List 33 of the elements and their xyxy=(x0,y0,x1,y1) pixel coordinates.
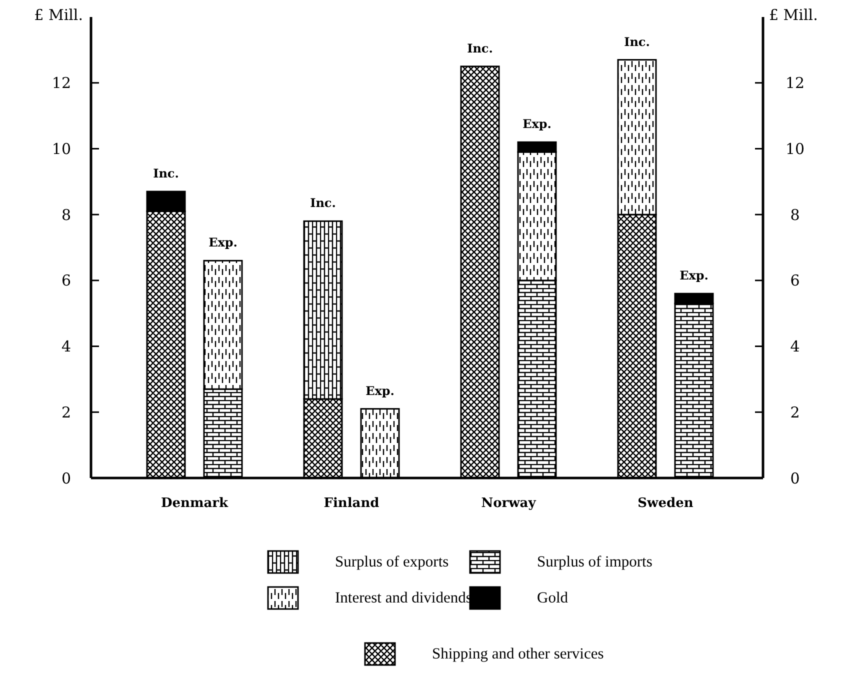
y-tick-label: 2 xyxy=(61,403,71,422)
text: Norway xyxy=(481,496,536,511)
y2-tick-label: 12 xyxy=(785,74,805,92)
legend-label: Shipping and other services xyxy=(432,645,604,662)
y-tick-label: 10 xyxy=(52,140,71,158)
y-tick-label: 12 xyxy=(52,74,71,92)
y-tick-label: 4 xyxy=(61,338,71,356)
y2-tick-label: 0 xyxy=(790,469,800,488)
y-tick-label: 6 xyxy=(61,272,71,290)
y2-tick-label: 6 xyxy=(790,272,800,290)
y2-tick-label: 2 xyxy=(790,403,800,422)
x-tick-label: Exp. xyxy=(208,236,238,250)
x-tick-label: Inc. xyxy=(153,166,179,181)
legend-label: Gold xyxy=(537,589,568,606)
y2-tick-label: 10 xyxy=(785,140,805,158)
y2-axis-title: £ Mill. xyxy=(769,6,818,24)
y-tick-label: 8 xyxy=(61,206,71,224)
y2-tick-label: 4 xyxy=(790,338,800,356)
text: Denmark xyxy=(160,496,230,511)
y-axis-title: £ Mill. xyxy=(34,6,83,24)
x-tick-label: Exp. xyxy=(680,268,708,283)
legend-label: Surplus of imports xyxy=(537,553,652,570)
text: Sweden xyxy=(638,496,694,511)
x-tick-label: Inc. xyxy=(310,196,336,210)
x-tick-label: Exp. xyxy=(522,117,552,132)
x-tick-label: Exp. xyxy=(366,384,394,398)
legend-label: Surplus of exports xyxy=(335,553,449,570)
legend-label: Interest and dividends xyxy=(335,589,472,606)
x-tick-label: Inc. xyxy=(467,41,493,56)
y2-tick-label: 8 xyxy=(790,206,800,224)
text: Finland xyxy=(324,496,380,511)
y-tick-label: 0 xyxy=(61,469,71,488)
x-tick-label: Inc. xyxy=(624,34,650,49)
